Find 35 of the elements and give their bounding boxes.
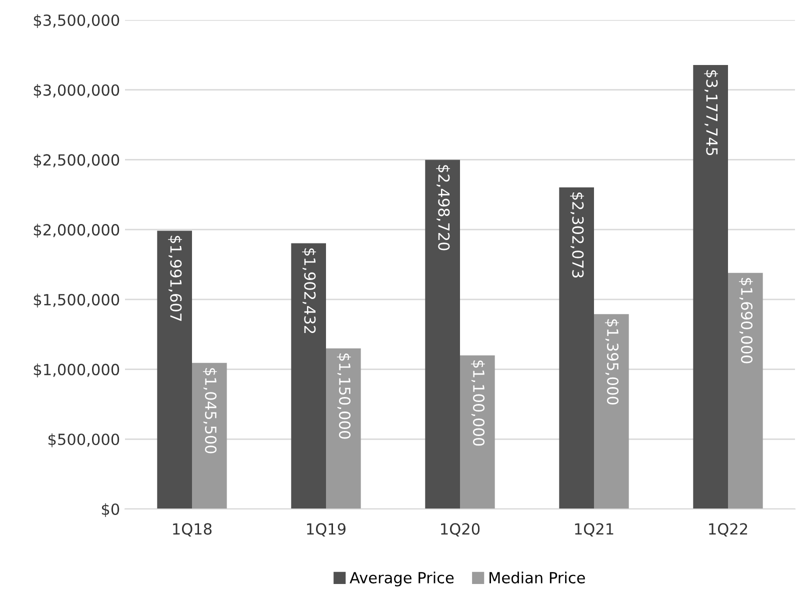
bar (192, 362, 227, 509)
x-tick-label: 1Q22 (709, 523, 748, 536)
bar (326, 348, 361, 509)
x-tick-label: 1Q21 (575, 523, 614, 536)
legend-label: Median Price (490, 572, 585, 584)
data-label: $1,100,000 (470, 360, 485, 446)
y-tick-label: $1,000,000 (34, 363, 120, 378)
bar (594, 314, 629, 509)
data-label: $3,177,745 (704, 70, 718, 156)
bar (157, 230, 192, 509)
y-tick-label: $3,000,000 (34, 84, 120, 98)
legend-label: Average Price (350, 572, 454, 586)
data-label: $1,690,000 (738, 278, 753, 364)
bar (693, 65, 728, 509)
data-label: $1,045,500 (202, 368, 217, 454)
y-tick-label: $0 (102, 503, 120, 518)
x-tick-label: 1Q18 (173, 523, 212, 536)
data-label: $1,150,000 (336, 354, 351, 439)
bar (291, 243, 326, 509)
data-label: $2,498,720 (436, 165, 450, 250)
y-tick-label: $500,000 (48, 433, 120, 448)
y-tick-label: $2,500,000 (34, 154, 120, 168)
y-tick-label: $1,500,000 (34, 294, 120, 308)
bar (728, 272, 763, 509)
x-tick-label: 1Q20 (441, 523, 480, 536)
data-label: $1,902,432 (302, 248, 316, 334)
y-tick-label: $3,500,000 (34, 14, 120, 28)
y-tick-label: $2,000,000 (34, 224, 120, 238)
bar (425, 160, 460, 509)
data-label: $1,991,607 (168, 236, 182, 321)
x-tick-label: 1Q19 (307, 523, 346, 536)
bar (460, 355, 495, 509)
data-label: $1,395,000 (604, 319, 619, 404)
data-label: $2,302,073 (570, 192, 584, 278)
bar (559, 187, 594, 509)
